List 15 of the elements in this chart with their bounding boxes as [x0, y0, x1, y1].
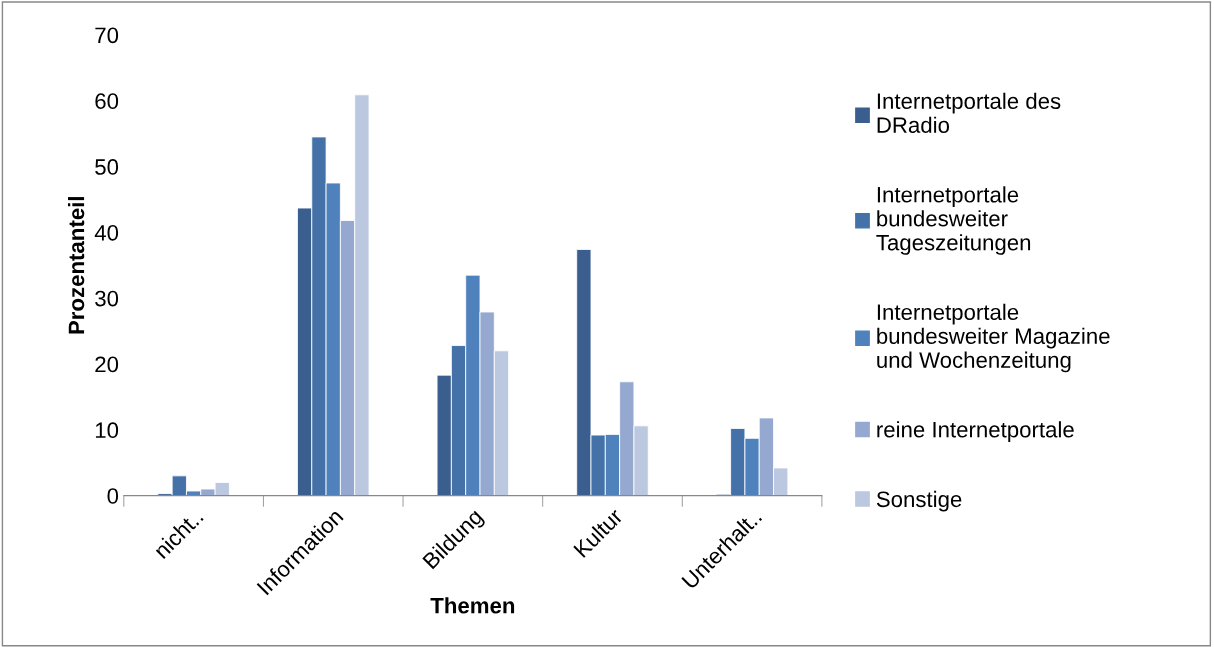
legend-label: Internetportale bundesweiter Tageszeitungen — [876, 186, 1031, 255]
y-tick-label: 0 — [107, 488, 119, 504]
legend-label: Internetportale bundesweiter Magazine und Wochenzeitung — [877, 303, 1110, 373]
y-axis-title: Prozentanteil — [67, 197, 85, 334]
legend-label: reine Internetportale — [877, 421, 1074, 442]
legend-label: Internetportale des DRadio — [877, 92, 1061, 133]
y-tick-label: 10 — [95, 422, 119, 439]
y-tick-label: 30 — [95, 290, 119, 307]
legend-label: Sonstige — [876, 490, 962, 512]
y-tick-label: 20 — [95, 356, 119, 373]
y-tick-label: 60 — [95, 93, 119, 110]
y-tick-label: 40 — [94, 224, 119, 241]
y-tick-label: 50 — [95, 159, 119, 175]
y-tick-label: 70 — [95, 27, 119, 44]
x-axis-title: Themen — [430, 597, 515, 614]
